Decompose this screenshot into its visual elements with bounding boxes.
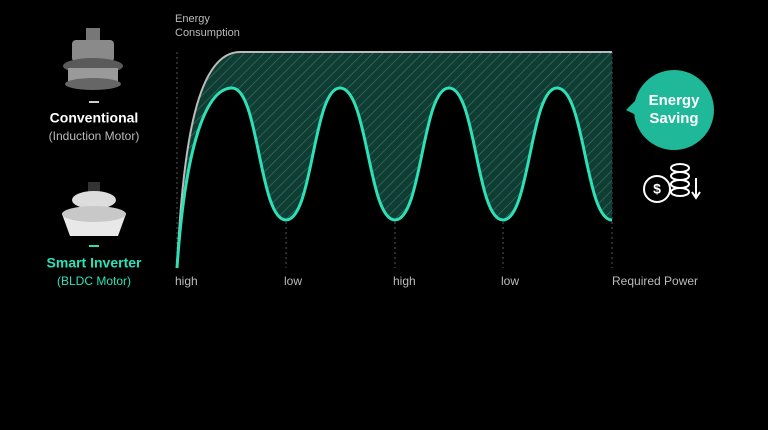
icon-label: $: [653, 181, 661, 197]
motor-name: Smart Inverter: [47, 255, 142, 271]
motor-type: (BLDC Motor): [57, 274, 131, 288]
y-axis-label: Energy: [175, 13, 210, 25]
dash: [89, 101, 99, 103]
x-label: high: [393, 274, 416, 288]
x-end-label: Required Power: [612, 274, 698, 288]
y-axis-label: Consumption: [175, 27, 240, 39]
x-label: high: [175, 274, 198, 288]
dash: [89, 245, 99, 247]
saving-area: [177, 52, 612, 268]
inverter-motor-icon: [62, 182, 126, 236]
x-label: low: [284, 274, 302, 288]
x-label: low: [501, 274, 519, 288]
inverter-curve: [175, 86, 613, 269]
motor-type: (Induction Motor): [49, 129, 140, 143]
badge-text: Saving: [649, 110, 698, 127]
conventional-motor-icon: [63, 28, 123, 90]
energy-saving-badge: [626, 70, 714, 150]
motor-name: Conventional: [50, 110, 139, 126]
badge-text: Energy: [649, 92, 701, 109]
money-icon: [643, 163, 701, 203]
